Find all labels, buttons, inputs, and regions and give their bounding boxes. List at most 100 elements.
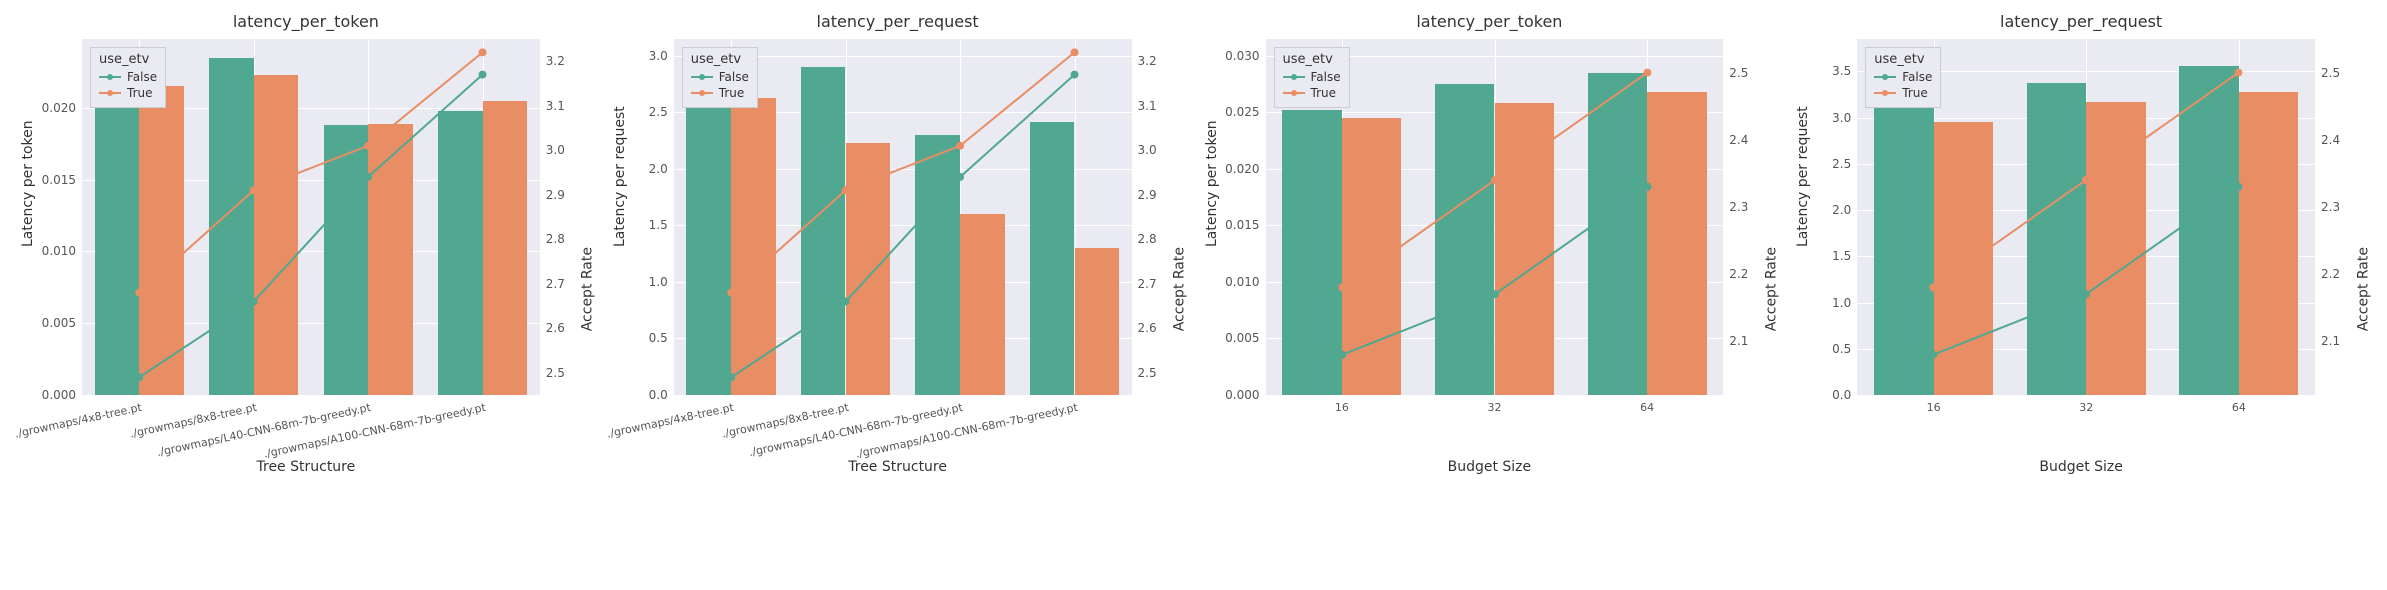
legend: use_etvFalseTrue <box>682 47 758 108</box>
ytick-left: 1.5 <box>1832 249 1857 263</box>
accept-true-marker <box>956 142 964 150</box>
y-axis-label-left: Latency per token <box>20 120 36 247</box>
accept-true-marker <box>479 48 487 56</box>
plot-area: 0.0000.0050.0100.0150.0202.52.62.72.82.9… <box>82 39 540 395</box>
ytick-right: 3.2 <box>1132 54 1157 68</box>
xtick-label: 64 <box>2232 395 2246 414</box>
accept-false-marker <box>250 298 258 306</box>
ytick-right: 2.5 <box>2315 66 2340 80</box>
ytick-left: 3.0 <box>1832 111 1857 125</box>
ytick-left: 0.015 <box>42 173 82 187</box>
x-axis-label: Tree Structure <box>10 459 602 475</box>
ytick-right: 3.0 <box>540 143 565 157</box>
ytick-right: 2.5 <box>1723 66 1748 80</box>
plot-area: 0.0000.0050.0100.0150.0200.0250.0302.12.… <box>1266 39 1724 395</box>
ytick-left: 0.000 <box>42 388 82 402</box>
ytick-left: 2.0 <box>1832 203 1857 217</box>
y-axis-label-left: Latency per token <box>1204 120 1220 247</box>
xtick-label: 32 <box>2079 395 2093 414</box>
ytick-left: 0.025 <box>1225 105 1265 119</box>
y-axis-label-right: Accept Rate <box>1763 247 1779 331</box>
accept-false-marker <box>1070 71 1078 79</box>
ytick-left: 0.030 <box>1225 49 1265 63</box>
y-axis-label-left: Latency per request <box>1795 106 1811 247</box>
ytick-right: 2.3 <box>1723 200 1748 214</box>
accept-true-marker <box>1070 48 1078 56</box>
accept-false-marker <box>1643 183 1651 191</box>
legend-label: False <box>1311 69 1341 85</box>
accept-true-marker <box>1930 284 1938 292</box>
accept-true-marker <box>1643 69 1651 77</box>
accept-true-marker <box>2082 176 2090 184</box>
ytick-right: 2.7 <box>1132 277 1157 291</box>
accept-false-marker <box>2235 183 2243 191</box>
accept-false-marker <box>135 373 143 381</box>
accept-false-marker <box>956 173 964 181</box>
accept-false-marker <box>1338 351 1346 359</box>
ytick-left: 0.005 <box>1225 331 1265 345</box>
y-axis-label-right: Accept Rate <box>580 247 596 331</box>
legend-swatch <box>1283 92 1305 94</box>
ytick-right: 2.2 <box>1723 267 1748 281</box>
accept-true-marker <box>841 186 849 194</box>
ytick-right: 2.2 <box>2315 267 2340 281</box>
y-axis-label-left: Latency per request <box>612 106 628 247</box>
legend-swatch <box>1283 76 1305 78</box>
ytick-right: 2.1 <box>2315 334 2340 348</box>
ytick-left: 0.0 <box>1832 388 1857 402</box>
ytick-left: 2.0 <box>649 162 674 176</box>
ytick-left: 1.5 <box>649 218 674 232</box>
y-axis-label-right: Accept Rate <box>1172 247 1188 331</box>
legend: use_etvFalseTrue <box>1274 47 1350 108</box>
legend-label: False <box>127 69 157 85</box>
accept-true-marker <box>135 289 143 297</box>
ytick-right: 2.8 <box>1132 232 1157 246</box>
ytick-right: 2.4 <box>2315 133 2340 147</box>
legend-title: use_etv <box>1874 52 1932 67</box>
ytick-left: 0.5 <box>1832 342 1857 356</box>
ytick-left: 0.5 <box>649 331 674 345</box>
accept-false-line <box>1934 187 2239 355</box>
chart-panel: latency_per_token0.0000.0050.0100.0150.0… <box>10 10 602 475</box>
chart-panel: latency_per_token 0.0000.0050.0100.0150.0… <box>1194 10 1786 475</box>
xtick-label: 64 <box>1640 395 1654 414</box>
ytick-right: 3.1 <box>1132 99 1157 113</box>
ytick-right: 2.5 <box>540 366 565 380</box>
ytick-right: 3.0 <box>1132 143 1157 157</box>
accept-true-marker <box>727 289 735 297</box>
ytick-right: 2.9 <box>1132 188 1157 202</box>
ytick-right: 2.4 <box>1723 133 1748 147</box>
accept-false-marker <box>2082 290 2090 298</box>
accept-false-line <box>1342 187 1647 355</box>
ytick-left: 3.5 <box>1832 64 1857 78</box>
accept-false-line <box>139 75 482 378</box>
legend-label: True <box>1902 85 1928 101</box>
legend-swatch <box>691 92 713 94</box>
legend-title: use_etv <box>99 52 157 67</box>
accept-false-line <box>731 75 1074 378</box>
panel-title: latency_per_token <box>1194 12 1786 31</box>
ytick-left: 1.0 <box>1832 296 1857 310</box>
ytick-right: 2.6 <box>540 321 565 335</box>
panel-title: latency_per_request <box>602 12 1194 31</box>
xtick-label: 16 <box>1927 395 1941 414</box>
legend-label: True <box>719 85 745 101</box>
accept-false-marker <box>727 373 735 381</box>
accept-false-marker <box>479 71 487 79</box>
ytick-left: 0.020 <box>1225 162 1265 176</box>
xtick-label: 32 <box>1488 395 1502 414</box>
legend-swatch <box>1874 92 1896 94</box>
panel-title: latency_per_request <box>1785 12 2377 31</box>
ytick-right: 2.7 <box>540 277 565 291</box>
accept-false-marker <box>1490 290 1498 298</box>
legend-label: True <box>127 85 153 101</box>
ytick-right: 3.1 <box>540 99 565 113</box>
accept-true-marker <box>2235 69 2243 77</box>
accept-false-marker <box>364 173 372 181</box>
legend-label: False <box>719 69 749 85</box>
legend-swatch <box>99 92 121 94</box>
ytick-left: 0.0 <box>649 388 674 402</box>
ytick-left: 0.005 <box>42 316 82 330</box>
ytick-right: 2.5 <box>1132 366 1157 380</box>
legend: use_etv FalseTrue <box>90 47 166 108</box>
